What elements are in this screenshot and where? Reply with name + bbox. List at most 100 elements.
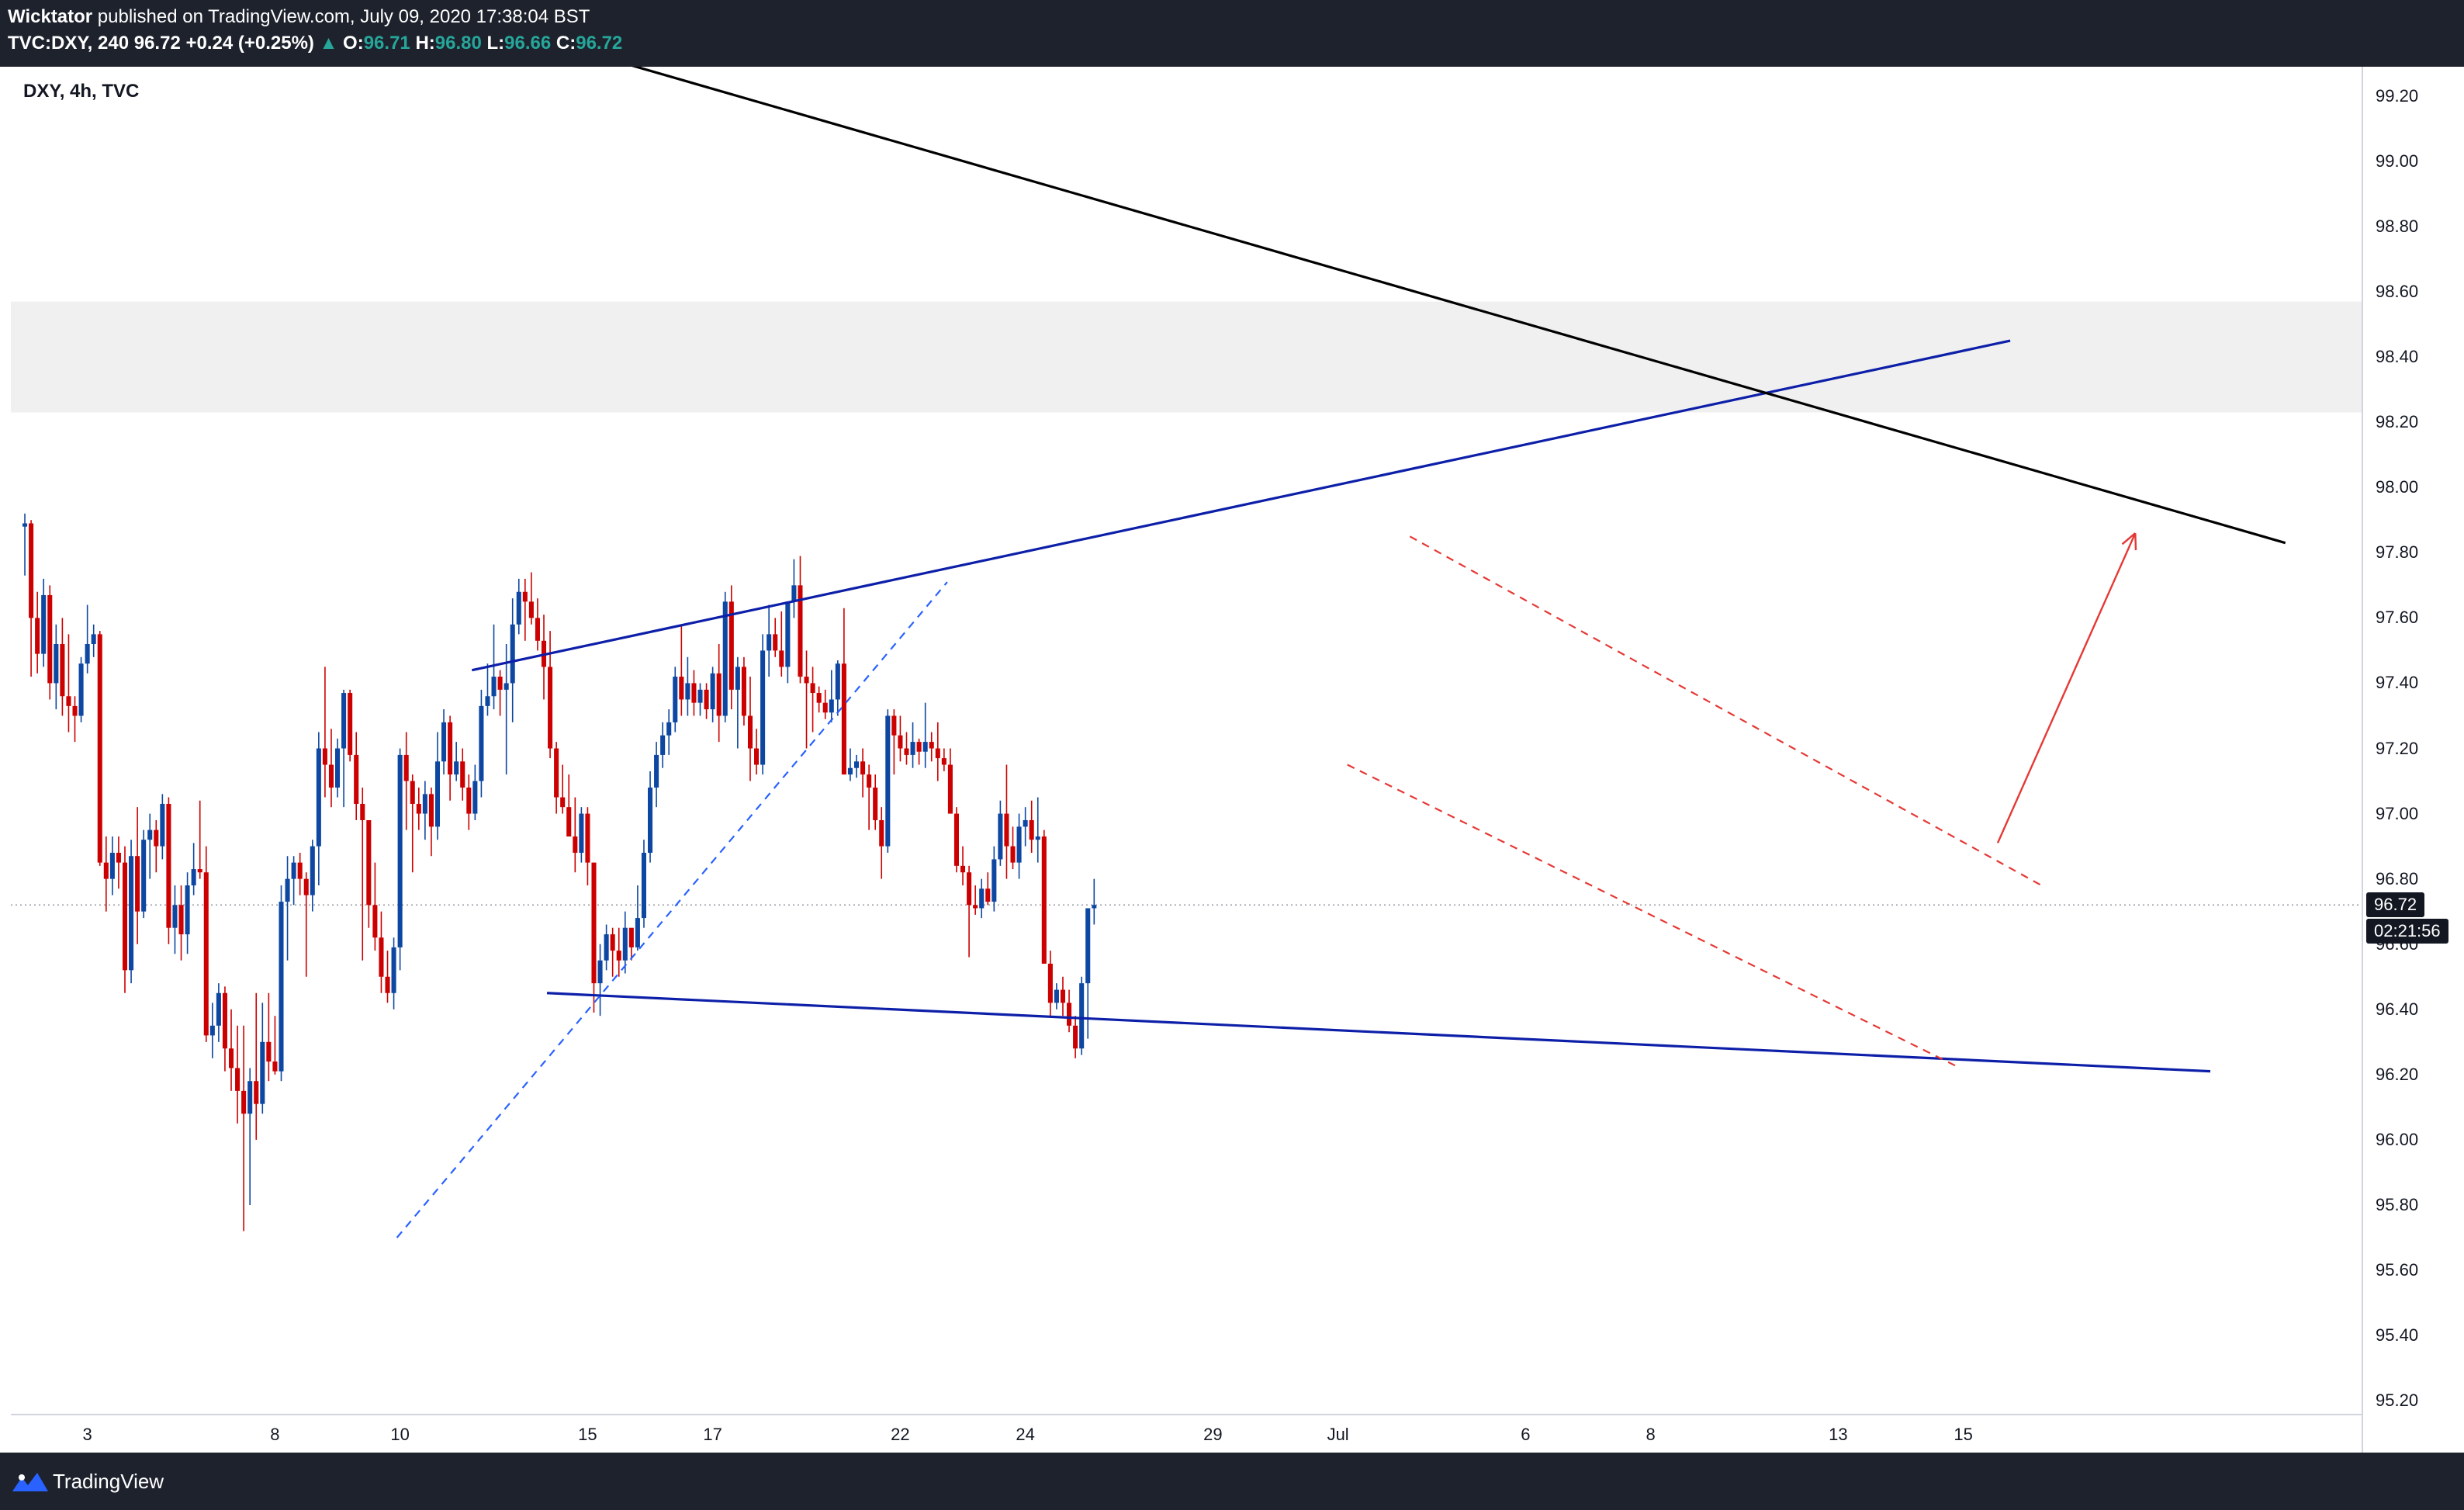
candle-body: [41, 594, 47, 654]
price-tick-label: 98.20: [2376, 412, 2419, 432]
candle-body: [773, 634, 778, 651]
candle-body: [554, 748, 559, 798]
candle-body: [810, 683, 815, 694]
candle-body: [78, 663, 84, 716]
candle-body: [1054, 989, 1059, 1003]
candle-body: [303, 878, 309, 895]
candle-body: [185, 885, 190, 935]
price-tick-label: 99.20: [2376, 85, 2419, 106]
candle-body: [847, 767, 853, 775]
candle-body: [448, 722, 453, 775]
candle-body: [535, 618, 540, 641]
candle-body: [410, 781, 415, 804]
price-tick-label: 96.40: [2376, 999, 2419, 1019]
candle-body: [129, 856, 134, 971]
time-tick-label: 15: [578, 1425, 597, 1444]
time-tick-label: 15: [1954, 1425, 1973, 1444]
last-price-tag: 96.72: [2366, 892, 2425, 918]
candle-body: [604, 934, 609, 961]
time-tick-label: Jul: [1327, 1425, 1349, 1444]
candle-body: [922, 742, 928, 752]
published-text: published on TradingView.com, July 09, 2…: [92, 6, 590, 27]
time-tick-label: 24: [1016, 1425, 1035, 1444]
candle-body: [297, 862, 303, 879]
candle-body: [704, 689, 709, 710]
candle-body: [635, 918, 640, 947]
publisher-name[interactable]: Wicktator: [8, 6, 93, 27]
candle-body: [885, 715, 891, 847]
footer: TradingView: [0, 1453, 2464, 1510]
candle-body: [548, 667, 553, 749]
candle-body: [579, 813, 584, 854]
candle-body: [728, 601, 734, 690]
candle-body: [798, 585, 803, 677]
candle-body: [341, 693, 347, 749]
open-value: 96.71: [363, 33, 410, 54]
low-label: L:: [486, 33, 505, 54]
candle-body: [991, 859, 997, 902]
candle-body: [673, 677, 678, 722]
up-arrow-icon: ▲: [319, 33, 338, 54]
candle-body: [197, 869, 202, 873]
candle-body: [573, 836, 578, 854]
candle-body: [941, 758, 946, 765]
candle-body: [816, 693, 822, 703]
change: +0.24 (+0.25%): [185, 33, 314, 54]
time-tick-label: 3: [82, 1425, 92, 1444]
trendline-blue-dashed: [396, 581, 948, 1238]
candle-body: [66, 696, 71, 706]
high-value: 96.80: [434, 33, 482, 54]
candle-body: [403, 754, 409, 781]
candle-body: [1067, 1003, 1072, 1026]
chart-pane[interactable]: DXY, 4h, TVC: [11, 67, 2362, 1453]
price-axis[interactable]: 99.20 99.00 98.80 98.60 98.40 98.20 98.00 97.80…: [2362, 67, 2464, 1453]
candle-body: [628, 927, 634, 947]
candle-body: [235, 1068, 241, 1091]
candle-body: [385, 976, 390, 993]
candle-body: [585, 813, 590, 863]
tradingview-logo-icon[interactable]: [11, 1470, 50, 1493]
candle-body: [960, 865, 966, 873]
price-tick-label: 98.80: [2376, 216, 2419, 236]
candle-body: [873, 787, 878, 820]
time-tick-label: 13: [1829, 1425, 1848, 1444]
candle-body: [454, 761, 459, 775]
candle-body: [898, 735, 903, 749]
candle-body: [929, 742, 934, 749]
plot-svg[interactable]: [11, 67, 2362, 1414]
time-tick-label: 6: [1521, 1425, 1531, 1444]
candle-body: [829, 699, 834, 713]
candle-body: [691, 683, 697, 703]
supply-zone: [11, 301, 2362, 413]
trendline-blue-upper: [471, 339, 2011, 672]
candle-body: [985, 888, 991, 902]
candle-body: [504, 683, 509, 690]
candle-body: [379, 937, 384, 977]
candle-body: [591, 862, 597, 984]
candle-body: [178, 905, 184, 935]
candle-body: [679, 677, 684, 700]
price-tick-label: 97.60: [2376, 608, 2419, 628]
candle-body: [716, 673, 722, 716]
candle-body: [141, 840, 147, 912]
candle-body: [466, 787, 472, 814]
left-edge: [0, 67, 11, 1453]
price-tick-label: 97.00: [2376, 803, 2419, 823]
tradingview-brand[interactable]: TradingView: [53, 1470, 164, 1493]
candle-body: [685, 683, 690, 700]
candle-body: [804, 677, 809, 684]
candle-body: [1016, 826, 1022, 863]
candle-body: [754, 748, 760, 765]
candle-body: [979, 888, 985, 909]
time-axis[interactable]: 3 8 10 15 17 22 24 29 Jul 6 8 13 15: [11, 1414, 2362, 1454]
candle-body: [910, 742, 915, 755]
candle-body: [566, 807, 572, 836]
candle-body: [322, 748, 327, 765]
price-tick-label: 99.00: [2376, 151, 2419, 171]
candle-body: [1060, 989, 1066, 1003]
candle-body: [160, 803, 165, 847]
candle-body: [622, 927, 628, 961]
symbol[interactable]: TVC:DXY, 240: [8, 33, 130, 54]
candle-body: [1023, 819, 1028, 827]
close-label: C:: [555, 33, 576, 54]
